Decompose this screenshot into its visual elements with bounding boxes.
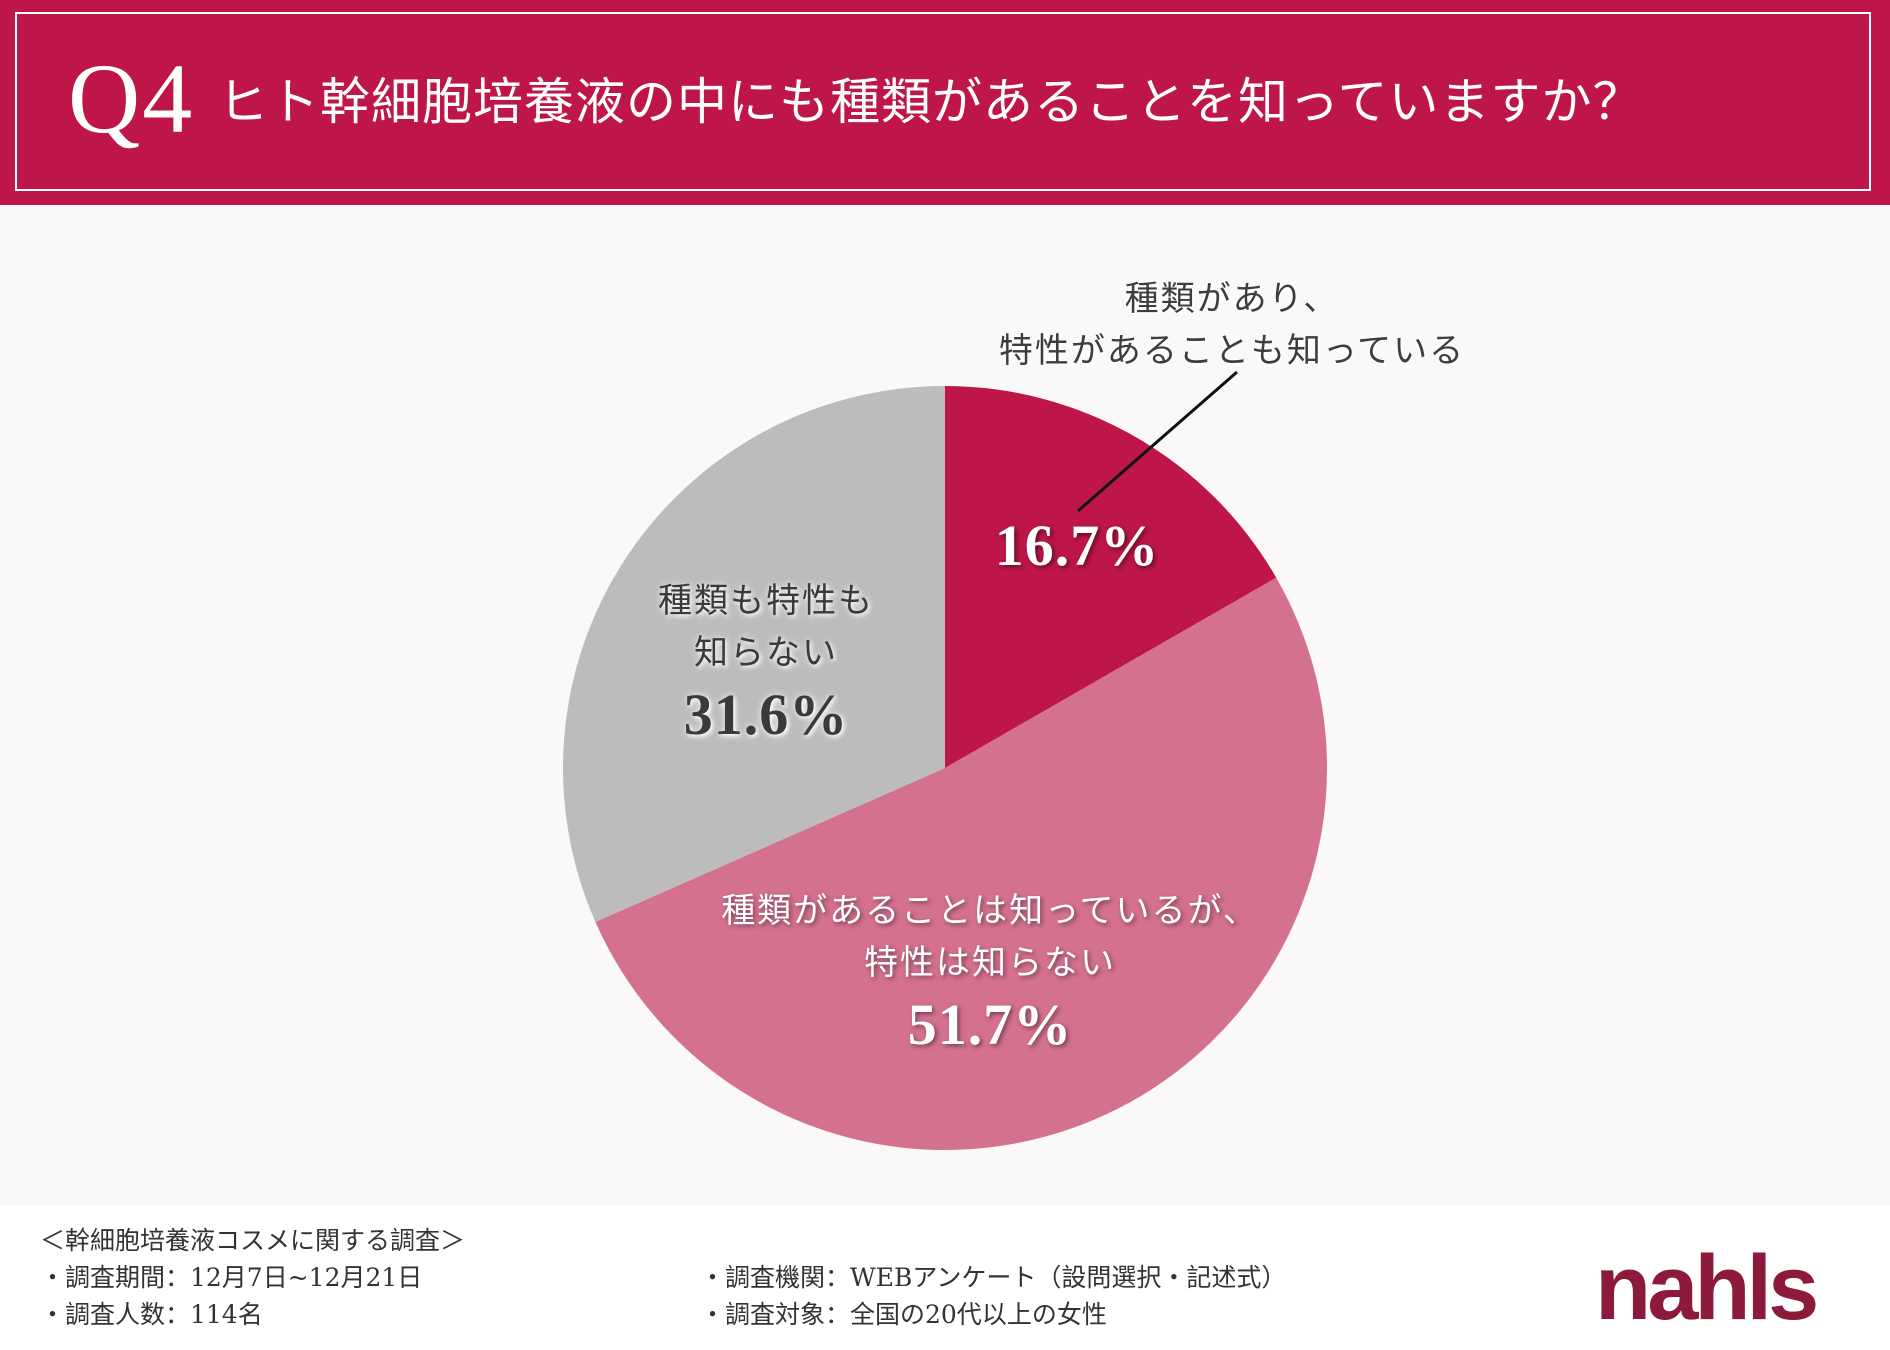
pie-chart bbox=[563, 370, 1328, 1151]
slice-label-line: 知らない bbox=[694, 633, 838, 673]
brand-logo-text: nahls bbox=[1595, 1237, 1819, 1339]
slice-value-label: 51.7% bbox=[907, 992, 1073, 1057]
survey-target: ・調査対象：全国の20代以上の女性 bbox=[700, 1300, 1107, 1329]
slice-value-label: 31.6% bbox=[683, 682, 849, 747]
slice-label-line: 特性があることも知っている bbox=[998, 331, 1466, 371]
slice-label-unaware: 種類も特性も 知らない 31.6% bbox=[658, 575, 874, 751]
survey-period: ・調査期間：12月7日~12月21日 bbox=[40, 1263, 423, 1292]
question-header: Q4 ヒト幹細胞培養液の中にも種類があることを知っていますか？ bbox=[0, 0, 1890, 205]
slice-value-label: 16.7% bbox=[994, 513, 1160, 578]
survey-organization: ・調査機関：WEBアンケート（設問選択・記述式） bbox=[700, 1263, 1287, 1292]
pie-slice-aware-of-types-only bbox=[595, 577, 1328, 1151]
slice-label-line: 特性は知らない bbox=[864, 943, 1116, 983]
slice-label-aware-of-types-only: 種類があることは知っているが、 特性は知らない 51.7% bbox=[721, 885, 1259, 1061]
slice-label-line: 種類があることは知っているが、 bbox=[721, 891, 1259, 931]
survey-title: ＜幹細胞培養液コスメに関する調査＞ bbox=[40, 1226, 466, 1255]
survey-respondents: ・調査人数：114名 bbox=[40, 1300, 263, 1329]
slice-label-aware-of-types-and-properties: 種類があり、 特性があることも知っている bbox=[999, 273, 1465, 377]
brand-logo: nahls bbox=[1595, 1242, 1819, 1334]
pie-slice-unaware bbox=[563, 386, 945, 922]
question-number: Q4 bbox=[68, 43, 195, 154]
slice-label-line: 種類も特性も bbox=[658, 581, 874, 621]
question-title: ヒト幹細胞培養液の中にも種類があることを知っていますか？ bbox=[218, 73, 1644, 131]
leader-line bbox=[1077, 370, 1238, 513]
survey-footer: ＜幹細胞培養液コスメに関する調査＞ ・調査期間：12月7日~12月21日 ・調査… bbox=[0, 1205, 1890, 1350]
pie-slice-aware-of-types-and-properties bbox=[945, 386, 1277, 768]
pie-chart-area: 種類があり、 特性があることも知っている 16.7% 種類があることは知っている… bbox=[0, 205, 1890, 1205]
header-frame bbox=[15, 12, 1871, 191]
slice-value-aware-of-types-and-properties: 16.7% bbox=[995, 510, 1160, 582]
slice-label-line: 種類があり、 bbox=[1124, 279, 1340, 319]
